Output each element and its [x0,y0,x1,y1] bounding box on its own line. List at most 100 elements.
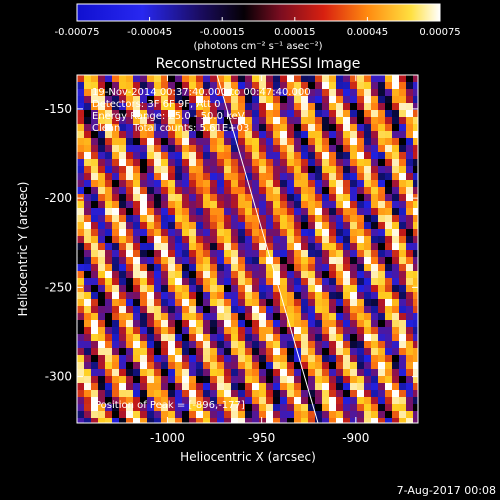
heatmap-pixel [154,313,162,321]
heatmap-pixel [301,320,309,328]
heatmap-pixel [84,201,92,209]
heatmap-pixel [112,306,120,314]
heatmap-pixel [84,264,92,272]
heatmap-pixel [343,75,351,83]
heatmap-pixel [336,96,344,104]
heatmap-pixel [119,292,127,300]
heatmap-pixel [238,236,246,244]
heatmap-pixel [294,145,302,153]
heatmap-pixel [308,383,316,391]
heatmap-pixel [105,418,113,423]
heatmap-pixel [350,362,358,370]
heatmap-pixel [350,299,358,307]
heatmap-pixel [364,152,372,160]
heatmap-pixel [147,271,155,279]
heatmap-pixel [147,376,155,384]
heatmap-pixel [98,138,106,146]
heatmap-pixel [140,320,148,328]
heatmap-pixel [161,397,169,405]
heatmap-pixel [77,215,85,223]
heatmap-pixel [238,390,246,398]
heatmap-pixel [385,418,393,423]
heatmap-pixel [336,327,344,335]
heatmap-pixel [231,187,239,195]
heatmap-pixel [98,236,106,244]
heatmap-pixel [350,103,358,111]
heatmap-pixel [98,355,106,363]
heatmap-pixel [315,369,323,377]
heatmap-pixel [196,89,204,97]
heatmap-pixel [301,117,309,125]
heatmap-pixel [294,110,302,118]
heatmap-pixel [147,75,155,83]
heatmap-pixel [350,138,358,146]
heatmap-pixel [105,327,113,335]
heatmap-pixel [406,383,414,391]
heatmap-pixel [336,110,344,118]
heatmap-pixel [147,222,155,230]
heatmap-pixel [231,292,239,300]
heatmap-pixel [98,131,106,139]
heatmap-pixel [238,271,246,279]
heatmap-pixel [357,390,365,398]
heatmap-pixel [189,299,197,307]
heatmap-pixel [77,404,85,412]
heatmap-pixel [203,390,211,398]
heatmap-pixel [399,124,407,132]
heatmap-pixel [203,320,211,328]
heatmap-pixel [385,159,393,167]
heatmap-pixel [140,117,148,125]
heatmap-pixel [357,264,365,272]
heatmap-pixel [154,278,162,286]
heatmap-pixel [140,236,148,244]
heatmap-pixel [385,173,393,181]
heatmap-pixel [231,383,239,391]
heatmap-pixel [182,299,190,307]
heatmap-pixel [343,376,351,384]
heatmap-pixel [203,348,211,356]
heatmap-pixel [112,117,120,125]
heatmap-pixel [238,369,246,377]
heatmap-pixel [259,117,267,125]
heatmap-pixel [189,82,197,90]
heatmap-pixel [364,82,372,90]
heatmap-pixel [105,285,113,293]
heatmap-pixel [91,250,99,258]
y-tick-label: -200 [45,191,72,205]
heatmap-pixel [315,313,323,321]
heatmap-pixel [350,369,358,377]
heatmap-pixel [189,138,197,146]
heatmap-pixel [161,369,169,377]
heatmap-pixel [252,299,260,307]
heatmap-pixel [196,362,204,370]
heatmap-pixel [322,124,330,132]
heatmap-pixel [350,383,358,391]
heatmap-pixel [266,299,274,307]
heatmap-pixel [336,306,344,314]
heatmap-pixel [154,411,162,419]
heatmap-pixel [392,397,400,405]
heatmap-pixel [238,159,246,167]
heatmap-pixel [392,138,400,146]
heatmap-pixel [371,355,379,363]
heatmap-pixel [259,110,267,118]
heatmap-pixel [154,103,162,111]
heatmap-pixel [147,313,155,321]
heatmap-pixel [84,397,92,405]
heatmap-pixel [322,369,330,377]
heatmap-pixel [273,383,281,391]
heatmap-pixel [196,138,204,146]
heatmap-pixel [413,320,418,328]
heatmap-pixel [224,369,232,377]
heatmap-pixel [112,110,120,118]
heatmap-pixel [399,383,407,391]
heatmap-pixel [266,369,274,377]
heatmap-pixel [182,138,190,146]
heatmap-pixel [357,348,365,356]
heatmap-pixel [231,334,239,342]
heatmap-pixel [287,194,295,202]
heatmap-pixel [154,341,162,349]
heatmap-pixel [84,96,92,104]
heatmap-pixel [77,278,85,286]
heatmap-pixel [189,201,197,209]
